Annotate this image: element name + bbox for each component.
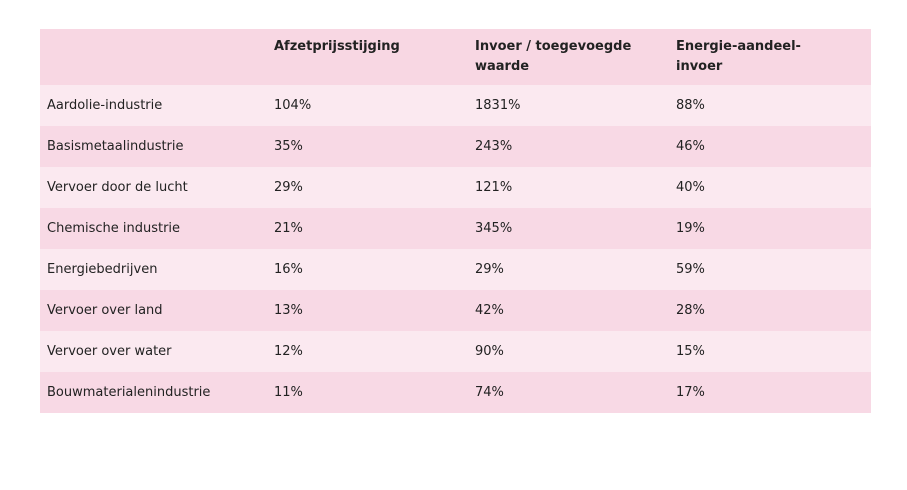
cell-value: 1831% <box>468 85 669 126</box>
table-row: Energiebedrijven 16% 29% 59% <box>40 249 871 290</box>
row-label: Energiebedrijven <box>40 249 267 290</box>
cell-value: 17% <box>669 372 871 413</box>
table-row: Chemische industrie 21% 345% 19% <box>40 208 871 249</box>
cell-value: 46% <box>669 126 871 167</box>
header-cell-empty <box>40 29 267 85</box>
cell-value: 243% <box>468 126 669 167</box>
table-body: Aardolie-industrie 104% 1831% 88% Basismetaa… <box>40 85 871 413</box>
row-label: Vervoer door de lucht <box>40 167 267 208</box>
cell-value: 16% <box>267 249 468 290</box>
cell-value: 29% <box>267 167 468 208</box>
cell-value: 90% <box>468 331 669 372</box>
header-text: Afzetprijsstijging <box>274 39 400 54</box>
table-head: Afzetprijsstijging Invoer / toegevoegde w… <box>40 29 871 85</box>
cell-value: 40% <box>669 167 871 208</box>
cell-value: 35% <box>267 126 468 167</box>
cell-value: 74% <box>468 372 669 413</box>
row-label: Vervoer over water <box>40 331 267 372</box>
row-label: Aardolie-industrie <box>40 85 267 126</box>
header-cell: Energie-aandeel-invoer <box>669 29 871 85</box>
cell-value: 104% <box>267 85 468 126</box>
header-row: Afzetprijsstijging Invoer / toegevoegde w… <box>40 29 871 85</box>
row-label: Chemische industrie <box>40 208 267 249</box>
table-row: Vervoer over water 12% 90% 15% <box>40 331 871 372</box>
cell-value: 59% <box>669 249 871 290</box>
cell-value: 29% <box>468 249 669 290</box>
header-text: Energie-aandeel-invoer <box>676 39 801 74</box>
row-label: Basismetaalindustrie <box>40 126 267 167</box>
cell-value: 12% <box>267 331 468 372</box>
cell-value: 19% <box>669 208 871 249</box>
table-container: Afzetprijsstijging Invoer / toegevoegde w… <box>40 29 871 413</box>
table-row: Aardolie-industrie 104% 1831% 88% <box>40 85 871 126</box>
table-row: Vervoer over land 13% 42% 28% <box>40 290 871 331</box>
table-row: Bouwmaterialenindustrie 11% 74% 17% <box>40 372 871 413</box>
cell-value: 121% <box>468 167 669 208</box>
header-cell: Invoer / toegevoegde waarde <box>468 29 669 85</box>
table-row: Basismetaalindustrie 35% 243% 46% <box>40 126 871 167</box>
cell-value: 28% <box>669 290 871 331</box>
row-label: Bouwmaterialenindustrie <box>40 372 267 413</box>
header-cell: Afzetprijsstijging <box>267 29 468 85</box>
cell-value: 15% <box>669 331 871 372</box>
cell-value: 21% <box>267 208 468 249</box>
cell-value: 42% <box>468 290 669 331</box>
cell-value: 11% <box>267 372 468 413</box>
table-row: Vervoer door de lucht 29% 121% 40% <box>40 167 871 208</box>
cell-value: 345% <box>468 208 669 249</box>
data-table: Afzetprijsstijging Invoer / toegevoegde w… <box>40 29 871 413</box>
cell-value: 13% <box>267 290 468 331</box>
cell-value: 88% <box>669 85 871 126</box>
header-text: Invoer / toegevoegde waarde <box>475 39 632 74</box>
row-label: Vervoer over land <box>40 290 267 331</box>
